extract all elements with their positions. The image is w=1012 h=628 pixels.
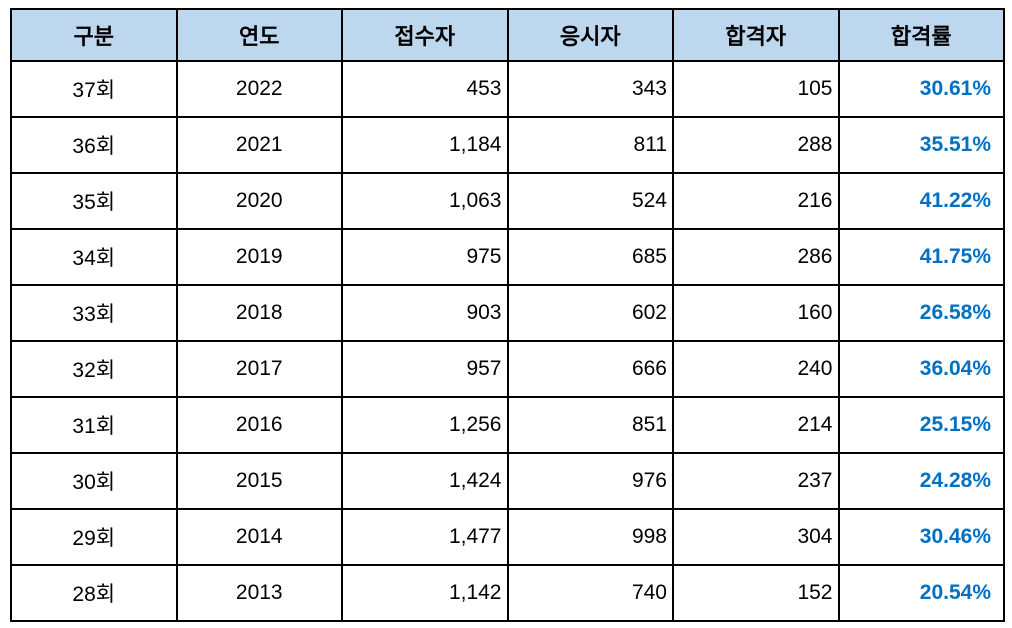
table-cell: 152 (672, 564, 840, 622)
column-header: 합격자 (672, 8, 840, 62)
table-cell: 214 (672, 396, 840, 454)
table-cell: 31회 (10, 396, 178, 454)
table-cell: 957 (341, 340, 509, 398)
pass-rate-cell: 25.15% (837, 396, 1005, 454)
table-cell: 2020 (175, 172, 343, 230)
table-cell: 685 (506, 228, 674, 286)
table-cell: 453 (341, 60, 509, 118)
table-row: 28회 2013 1,142 740 152 20.54% (10, 564, 1005, 622)
table-cell: 2015 (175, 452, 343, 510)
header-row: 구분 연도 접수자 응시자 합격자 합격률 (10, 8, 1005, 62)
table-cell: 33회 (10, 284, 178, 342)
table-cell: 35회 (10, 172, 178, 230)
table-cell: 998 (506, 508, 674, 566)
table-cell: 1,184 (341, 116, 509, 174)
table-cell: 32회 (10, 340, 178, 398)
table-row: 37회 2022 453 343 105 30.61% (10, 60, 1005, 118)
pass-rate-cell: 41.75% (837, 228, 1005, 286)
pass-rate-cell: 26.58% (837, 284, 1005, 342)
table-cell: 2016 (175, 396, 343, 454)
table-cell: 288 (672, 116, 840, 174)
column-header: 응시자 (506, 8, 674, 62)
table-row: 36회 2021 1,184 811 288 35.51% (10, 116, 1005, 174)
table-cell: 1,142 (341, 564, 509, 622)
table-cell: 304 (672, 508, 840, 566)
table-cell: 1,477 (341, 508, 509, 566)
table-cell: 30회 (10, 452, 178, 510)
table-cell: 2022 (175, 60, 343, 118)
column-header: 연도 (175, 8, 343, 62)
table-row: 31회 2016 1,256 851 214 25.15% (10, 396, 1005, 454)
table-row: 33회 2018 903 602 160 26.58% (10, 284, 1005, 342)
table-cell: 2018 (175, 284, 343, 342)
table-cell: 343 (506, 60, 674, 118)
table-cell: 286 (672, 228, 840, 286)
table-cell: 105 (672, 60, 840, 118)
pass-rate-cell: 41.22% (837, 172, 1005, 230)
column-header: 구분 (10, 8, 178, 62)
table-cell: 2014 (175, 508, 343, 566)
table-row: 34회 2019 975 685 286 41.75% (10, 228, 1005, 286)
table-row: 30회 2015 1,424 976 237 24.28% (10, 452, 1005, 510)
table-cell: 975 (341, 228, 509, 286)
table-cell: 240 (672, 340, 840, 398)
table-cell: 37회 (10, 60, 178, 118)
table-cell: 976 (506, 452, 674, 510)
table-cell: 1,424 (341, 452, 509, 510)
pass-rate-cell: 20.54% (837, 564, 1005, 622)
table-body: 37회 2022 453 343 105 30.61% 36회 2021 1,184 811 288… (10, 60, 1005, 622)
table-cell: 2021 (175, 116, 343, 174)
table-cell: 160 (672, 284, 840, 342)
table-cell: 237 (672, 452, 840, 510)
table-cell: 2017 (175, 340, 343, 398)
table-cell: 851 (506, 396, 674, 454)
pass-rate-cell: 30.61% (837, 60, 1005, 118)
exam-statistics-table: 구분 연도 접수자 응시자 합격자 합격률 37회 2022 453 343 105 30.61% 3… (10, 8, 1005, 622)
pass-rate-cell: 36.04% (837, 340, 1005, 398)
pass-rate-cell: 35.51% (837, 116, 1005, 174)
pass-rate-cell: 30.46% (837, 508, 1005, 566)
pass-rate-cell: 24.28% (837, 452, 1005, 510)
table-cell: 524 (506, 172, 674, 230)
column-header: 접수자 (341, 8, 509, 62)
table-row: 29회 2014 1,477 998 304 30.46% (10, 508, 1005, 566)
table-cell: 2013 (175, 564, 343, 622)
table-cell: 1,063 (341, 172, 509, 230)
column-header: 합격률 (837, 8, 1005, 62)
table-cell: 28회 (10, 564, 178, 622)
table-cell: 602 (506, 284, 674, 342)
table-cell: 216 (672, 172, 840, 230)
table-row: 32회 2017 957 666 240 36.04% (10, 340, 1005, 398)
table-header: 구분 연도 접수자 응시자 합격자 합격률 (10, 8, 1005, 62)
table-cell: 903 (341, 284, 509, 342)
table-cell: 34회 (10, 228, 178, 286)
table-cell: 2019 (175, 228, 343, 286)
table-cell: 666 (506, 340, 674, 398)
table-cell: 740 (506, 564, 674, 622)
table-cell: 29회 (10, 508, 178, 566)
table-cell: 811 (506, 116, 674, 174)
table-cell: 36회 (10, 116, 178, 174)
exam-statistics-table-container: 구분 연도 접수자 응시자 합격자 합격률 37회 2022 453 343 105 30.61% 3… (10, 8, 1005, 622)
table-cell: 1,256 (341, 396, 509, 454)
table-row: 35회 2020 1,063 524 216 41.22% (10, 172, 1005, 230)
